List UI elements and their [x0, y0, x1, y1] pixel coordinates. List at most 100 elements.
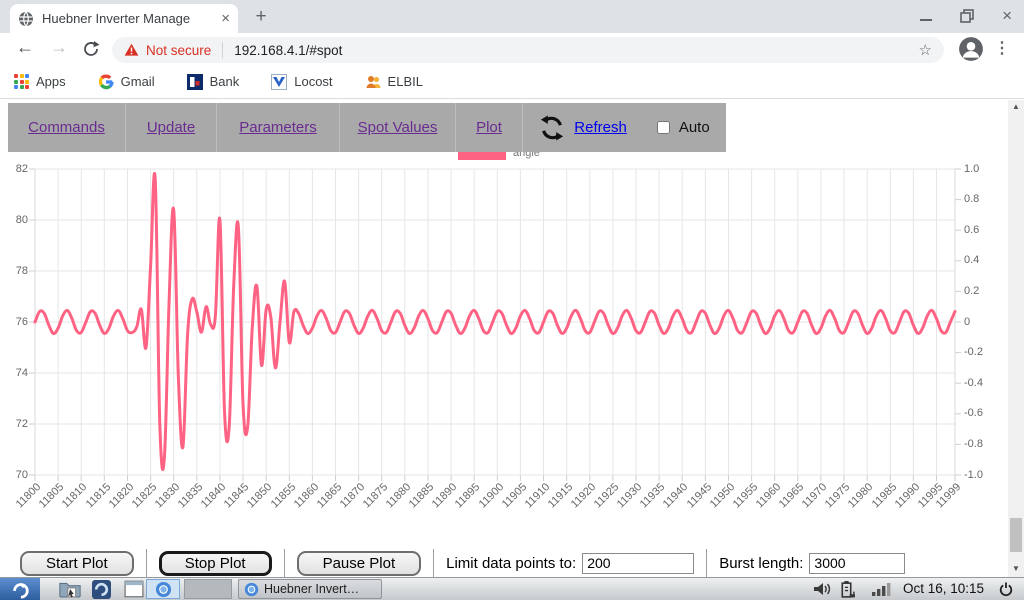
bookmark-locost[interactable]: Locost — [271, 73, 333, 90]
scroll-up-icon[interactable]: ▲ — [1012, 102, 1020, 111]
bookmark-gmail[interactable]: Gmail — [98, 74, 155, 90]
y-axis-right-tick: -0.6 — [964, 407, 983, 420]
auto-checkbox[interactable] — [656, 121, 670, 134]
x-axis-tick: 11975 — [822, 481, 853, 511]
file-manager-icon[interactable] — [58, 580, 82, 598]
x-axis-tick: 11855 — [268, 481, 298, 511]
battery-icon[interactable] — [838, 580, 855, 599]
window-controls: × — [920, 6, 1012, 26]
volume-icon[interactable] — [812, 581, 832, 597]
address-bar[interactable]: Not secure 192.168.4.1/#spot ☆ — [112, 37, 944, 63]
bookmark-label: Apps — [36, 74, 66, 89]
taskbar-clock[interactable]: Oct 16, 10:15 — [903, 581, 985, 596]
bookmarks-bar: Apps Gmail Bank Loco — [0, 65, 1024, 99]
bookmark-apps[interactable]: Apps — [14, 74, 66, 89]
stop-plot-button[interactable]: Stop Plot — [158, 550, 272, 576]
nav-link-commands[interactable]: Commands — [28, 119, 105, 136]
nav-cell-spot-values: Spot Values — [340, 103, 456, 152]
browser-menu-icon[interactable]: ⋮ — [994, 40, 1010, 57]
network-signal-icon[interactable] — [872, 582, 892, 596]
forward-icon[interactable]: → — [50, 37, 68, 57]
security-label[interactable]: Not secure — [146, 42, 212, 58]
bookmark-star-icon[interactable]: ☆ — [918, 42, 932, 59]
x-axis-tick: 11880 — [383, 481, 414, 511]
x-axis-tick: 11920 — [568, 481, 599, 511]
y-axis-right-tick: -0.2 — [964, 346, 983, 359]
burst-cell: Burst length: — [707, 549, 917, 577]
bookmark-label: Bank — [209, 74, 240, 89]
y-axis-right-tick: 0.4 — [964, 254, 980, 267]
x-axis-tick: 11935 — [638, 481, 668, 511]
x-axis-tick: 11985 — [869, 481, 899, 511]
x-axis-tick: 11810 — [60, 481, 90, 511]
nav-link-update[interactable]: Update — [146, 119, 196, 136]
browser-toolbar: ← → Not secure 192.168.4.1/#spot ☆ ⋮ — [0, 33, 1024, 65]
nav-link-plot[interactable]: Plot — [476, 119, 502, 136]
terminal-window-icon[interactable] — [124, 580, 144, 598]
y-axis-right-tick: -1.0 — [964, 468, 983, 481]
x-axis-tick: 11860 — [291, 481, 321, 511]
x-axis-tick: 11930 — [614, 481, 645, 511]
bookmark-label: Gmail — [120, 74, 155, 89]
page-scrollbar[interactable]: ▲ ▼ — [1008, 100, 1024, 577]
x-axis-tick: 11960 — [753, 481, 784, 511]
close-icon[interactable]: × — [1002, 6, 1012, 25]
y-axis-right-tick: 0.8 — [964, 193, 980, 206]
nav-link-parameters[interactable]: Parameters — [239, 119, 317, 136]
start-plot-button[interactable]: Start Plot — [20, 550, 134, 576]
minimize-icon[interactable] — [920, 19, 933, 21]
x-axis-tick: 11800 — [13, 481, 44, 511]
tab-close-icon[interactable]: × — [221, 10, 230, 27]
chromium-icon — [155, 581, 171, 597]
pause-plot-button[interactable]: Pause Plot — [296, 550, 422, 576]
x-axis-tick: 11955 — [730, 481, 761, 511]
reload-icon[interactable] — [82, 40, 100, 58]
x-axis-tick: 11845 — [221, 481, 252, 511]
app-swirl-icon[interactable] — [92, 580, 111, 599]
bookmark-elbil[interactable]: ELBIL — [365, 74, 423, 90]
chromium-launcher[interactable] — [146, 579, 180, 599]
x-axis-tick: 11895 — [453, 481, 483, 511]
pause-plot-cell: Pause Plot — [285, 549, 435, 577]
start-plot-cell: Start Plot — [8, 549, 147, 577]
burst-input[interactable] — [809, 552, 906, 574]
y-axis-left-tick: 70 — [15, 468, 28, 481]
x-axis-tick: 11830 — [152, 481, 183, 511]
google-g-icon — [98, 74, 114, 89]
workspace-pager[interactable] — [184, 579, 232, 599]
restore-icon[interactable] — [960, 9, 974, 23]
nav-cell-update: Update — [126, 103, 217, 152]
x-axis-tick: 11915 — [545, 481, 576, 511]
x-axis-tick: 11875 — [360, 481, 391, 511]
browser-tab[interactable]: Huebner Inverter Manage × — [10, 4, 238, 33]
new-tab-button[interactable]: + — [255, 6, 267, 27]
nav-cell-refresh: Refresh Auto — [523, 103, 726, 152]
bookmark-label: Locost — [294, 74, 333, 89]
power-icon[interactable] — [998, 581, 1014, 597]
limit-input[interactable] — [582, 552, 695, 574]
scrollbar-thumb[interactable] — [1010, 518, 1022, 552]
profile-avatar-icon[interactable] — [958, 36, 984, 62]
refresh-link[interactable]: Refresh — [574, 119, 627, 136]
url-text[interactable]: 192.168.4.1/#spot — [234, 42, 343, 58]
x-axis-tick: 11885 — [406, 481, 437, 511]
x-axis-tick: 11940 — [661, 481, 691, 511]
y-axis-left-tick: 78 — [15, 264, 28, 277]
y-axis-left-tick: 82 — [15, 162, 28, 175]
bookmark-label: ELBIL — [387, 74, 423, 89]
refresh-icon[interactable] — [539, 114, 565, 141]
y-axis-right-tick: 0.6 — [964, 223, 980, 236]
back-icon[interactable]: ← — [16, 37, 34, 57]
x-axis-tick: 11965 — [776, 481, 807, 511]
tab-strip: Huebner Inverter Manage × + × — [0, 0, 1024, 33]
stop-plot-cell: Stop Plot — [147, 549, 285, 577]
nav-link-spot-values[interactable]: Spot Values — [357, 119, 438, 136]
scroll-down-icon[interactable]: ▼ — [1012, 564, 1020, 573]
start-menu-button[interactable] — [0, 578, 40, 600]
chromium-icon — [244, 582, 259, 596]
taskbar-window-button[interactable]: Huebner Invert… — [238, 579, 382, 599]
x-axis-tick: 11815 — [83, 481, 113, 511]
x-axis-tick: 11805 — [37, 481, 67, 511]
bookmark-bank[interactable]: Bank — [186, 73, 240, 90]
x-axis-tick: 11865 — [314, 481, 345, 511]
